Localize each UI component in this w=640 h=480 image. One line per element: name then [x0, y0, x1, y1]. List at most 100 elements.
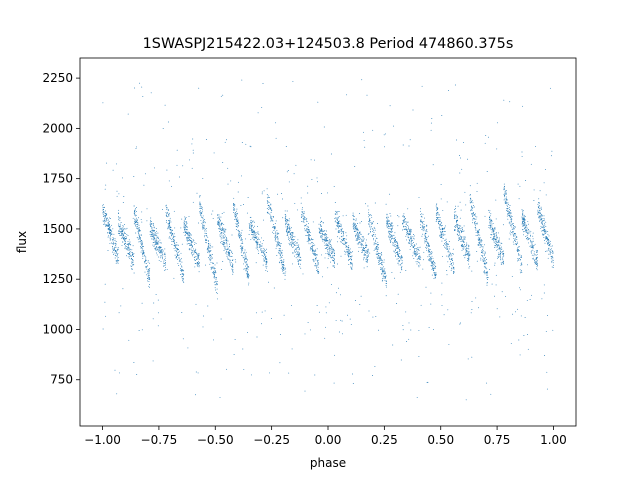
data-point: [190, 234, 192, 236]
data-point: [355, 233, 357, 235]
data-point: [403, 226, 404, 228]
data-point: [311, 246, 313, 248]
data-point: [496, 148, 498, 150]
data-point: [210, 262, 212, 264]
data-point: [163, 265, 165, 267]
data-point: [519, 269, 521, 271]
data-point: [426, 249, 428, 251]
data-point: [225, 237, 227, 238]
data-point: [157, 249, 159, 251]
data-point: [541, 221, 543, 223]
data-point: [388, 236, 389, 238]
data-point: [143, 252, 145, 254]
data-point: [286, 229, 288, 231]
data-point: [461, 168, 463, 170]
data-point: [200, 215, 202, 217]
data-point: [316, 305, 318, 306]
data-point: [418, 329, 420, 331]
data-point: [489, 227, 491, 229]
data-point: [423, 225, 425, 227]
data-point: [311, 237, 312, 239]
data-point: [404, 215, 406, 217]
data-point: [328, 252, 330, 254]
data-point: [412, 237, 414, 239]
data-point: [322, 230, 323, 232]
data-point: [113, 254, 115, 256]
data-point: [205, 241, 207, 243]
data-point: [388, 232, 390, 234]
data-point: [484, 251, 486, 253]
data-point: [236, 220, 238, 222]
data-point: [165, 266, 167, 268]
data-point: [438, 223, 440, 225]
data-point: [398, 251, 400, 252]
data-point: [501, 248, 503, 250]
data-point: [204, 235, 206, 237]
data-point: [321, 229, 323, 231]
data-point: [426, 245, 428, 246]
data-point: [386, 224, 388, 226]
data-point: [465, 204, 467, 206]
data-point: [548, 241, 550, 243]
data-point: [119, 217, 121, 219]
data-point: [504, 203, 506, 204]
data-point: [527, 236, 529, 238]
data-point: [123, 196, 125, 197]
data-point: [302, 213, 304, 215]
data-point: [210, 256, 212, 258]
data-point: [346, 235, 348, 237]
data-point: [180, 263, 181, 265]
data-point: [150, 223, 152, 225]
data-point: [320, 230, 322, 232]
data-point: [502, 262, 504, 264]
data-point: [529, 245, 531, 247]
data-point: [480, 246, 482, 248]
data-point: [506, 190, 507, 192]
data-point: [125, 242, 127, 244]
data-point: [411, 243, 413, 245]
data-point: [291, 232, 293, 234]
data-point: [285, 230, 287, 232]
data-point: [135, 211, 137, 213]
data-point: [278, 253, 280, 254]
data-point: [109, 235, 111, 237]
data-point: [202, 221, 204, 223]
data-point: [253, 229, 255, 231]
data-point: [346, 250, 348, 252]
data-point: [493, 242, 495, 244]
data-point: [436, 203, 438, 205]
data-point: [469, 198, 471, 199]
data-point: [132, 254, 133, 256]
data-point: [447, 261, 449, 263]
data-point: [439, 224, 441, 226]
data-point: [401, 268, 403, 270]
data-point: [469, 255, 471, 256]
data-point: [188, 239, 190, 241]
data-point: [437, 220, 439, 222]
data-point: [454, 209, 456, 210]
data-point: [313, 260, 314, 262]
data-point: [363, 238, 365, 240]
data-point: [396, 250, 398, 252]
data-point: [162, 254, 164, 256]
data-point: [195, 371, 197, 373]
data-point: [250, 374, 252, 376]
data-point: [419, 257, 421, 259]
data-point: [315, 254, 317, 256]
data-point: [223, 223, 225, 225]
data-point: [459, 155, 460, 156]
data-point: [327, 257, 329, 259]
data-point: [539, 220, 541, 222]
data-point: [475, 224, 476, 226]
data-point: [494, 228, 496, 230]
data-point: [535, 254, 537, 256]
data-point: [524, 216, 526, 218]
data-point: [252, 234, 253, 236]
data-point: [429, 256, 431, 258]
data-point: [534, 262, 536, 263]
data-point: [390, 228, 392, 230]
data-point: [527, 239, 529, 241]
data-point: [325, 312, 327, 314]
data-point: [309, 239, 311, 241]
data-point: [465, 399, 467, 401]
